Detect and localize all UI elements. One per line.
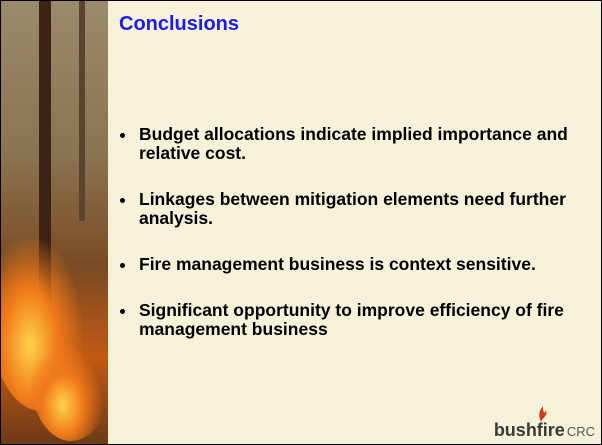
fire-photo: [1, 1, 108, 445]
bullet: Significant opportunity to improve effic…: [137, 301, 602, 339]
bullet: Linkages between mitigation elements nee…: [137, 190, 602, 228]
bullet: Budget allocations indicate implied impo…: [137, 125, 602, 163]
bullet: Fire management business is context sens…: [137, 255, 602, 274]
logo-name: bushfire: [494, 420, 565, 440]
slide: Conclusions Budget allocations indicate …: [0, 0, 602, 445]
bullet-list: Budget allocations indicate implied impo…: [119, 125, 602, 366]
logo-suffix: CRC: [567, 424, 595, 439]
slide-title: Conclusions: [119, 13, 239, 36]
